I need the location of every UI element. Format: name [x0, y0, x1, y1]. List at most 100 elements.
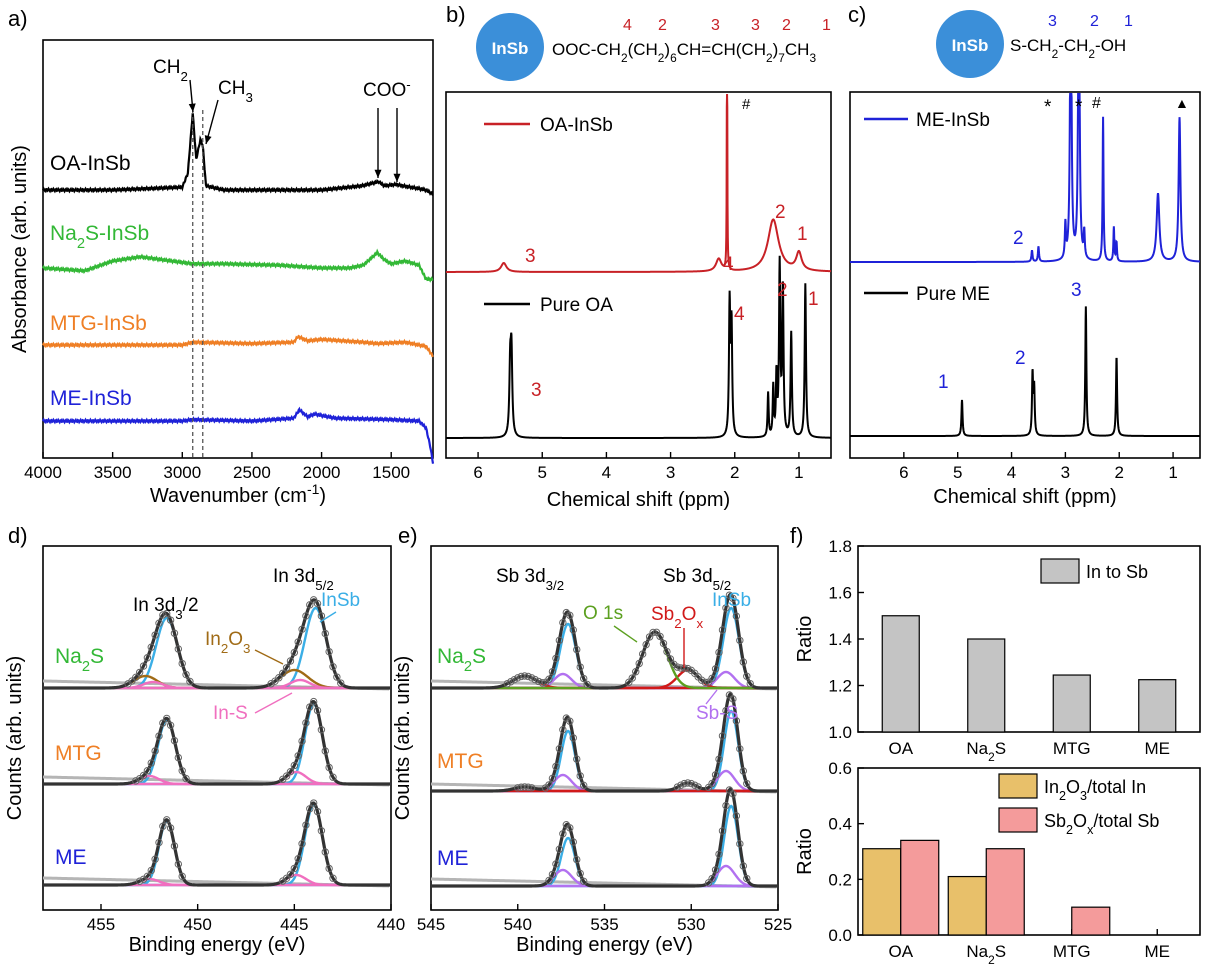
panel-e-data-point: [552, 860, 560, 868]
panel-d-fit-envelope: [43, 801, 391, 887]
panel-e-component-InSb: [431, 804, 778, 888]
panel-e-data-point: [514, 784, 522, 792]
panel-b-peak-number: 1: [797, 224, 808, 245]
panel-c-x-tick-label: 1: [1168, 463, 1177, 482]
panel-c-x-tick-label: 5: [953, 463, 962, 482]
panel-c-formula-number: 3: [1048, 13, 1057, 30]
panel-d-data-point: [313, 807, 322, 816]
panel-d-annotation-ins: In-S: [213, 703, 248, 724]
panel-f-bottom-y-tick-label: 0.6: [828, 759, 852, 778]
panel-d-data-point: [294, 638, 302, 646]
panel-d-data-point: [155, 619, 163, 627]
panel-e-data-point: [573, 645, 581, 654]
panel-f-bottom-bar: [862, 848, 902, 936]
panel-d-data-point: [174, 753, 183, 762]
panel-e-data-point: [569, 626, 577, 634]
panel-e-data-point: [736, 636, 744, 645]
panel-e-data-point: [659, 639, 668, 648]
panel-e-data-point: [718, 827, 727, 835]
panel-d-data-point: [337, 679, 345, 687]
panel-d-data-point: [286, 657, 295, 665]
panel-e-series-label: MTG: [437, 750, 484, 773]
panel-c-legend-label: Pure ME: [916, 284, 990, 305]
panel-e-data-point: [722, 706, 730, 715]
panel-e-data-point: [545, 781, 553, 789]
panel-e-data-point: [552, 762, 560, 771]
panel-e-data-point: [684, 779, 692, 787]
panel-d-data-point: [321, 747, 329, 755]
panel-d-annotation-insb: InSb: [321, 590, 360, 611]
panel-d-data-point: [143, 767, 152, 775]
panel-e-data-point: [555, 745, 564, 753]
panel-d-annotation-in3d32: In 3d3/2: [133, 595, 199, 622]
panel-d-data-point: [329, 874, 337, 882]
panel-f-top-bar: [1138, 679, 1177, 733]
panel-d-data-point: [182, 774, 190, 783]
panel-e-data-point: [656, 632, 664, 641]
panel-e-data-point: [510, 675, 518, 684]
panel-d-fit-envelope: [43, 700, 391, 786]
panel-d-data-point: [302, 612, 310, 620]
panel-c-formula: S-CH2-CH2-OH: [1010, 36, 1126, 61]
panel-f-top-x-tick-label: OA: [888, 739, 913, 758]
panel-b-peak-number: 3: [525, 246, 536, 267]
panel-e-data-point: [680, 779, 689, 788]
panel-f-top-legend-label: In to Sb: [1086, 562, 1148, 582]
panel-d-pointer: [254, 649, 284, 665]
panel-e-data-point: [732, 812, 741, 820]
panel-e-data-point: [573, 755, 581, 763]
panel-d-data-point: [143, 872, 152, 881]
panel-e-data-point: [708, 674, 716, 683]
panel-c-x-tick-label: 3: [1061, 463, 1070, 482]
panel-c-formula-number: 2: [1090, 13, 1099, 30]
panel-f-top-bar: [881, 615, 920, 733]
panel-d-data-point: [306, 703, 314, 711]
panel-e-data-point: [545, 876, 553, 885]
panel-a-series-Na2S-InSb: [42, 248, 434, 283]
panel-f-top-y-tick-label: 1.4: [828, 630, 852, 649]
panel-d-data-point: [147, 759, 155, 767]
panel-e-data-point: [718, 626, 727, 634]
panel-e-data-point: [576, 663, 584, 671]
panel-d-data-point: [333, 673, 341, 681]
panel-d-data-point: [290, 648, 299, 657]
panel-d-data-point: [143, 654, 152, 662]
panel-d-x-tick-label: 440: [377, 915, 405, 934]
panel-label-a: a): [8, 6, 28, 31]
panel-e-x-tick-label: 545: [417, 915, 445, 934]
panel-d-data-point: [286, 870, 295, 879]
panel-b-formula-number: 3: [711, 17, 720, 34]
panel-b-frame: [445, 91, 832, 459]
panel-e-data-point: [555, 636, 564, 645]
panel-d-data-point: [182, 670, 190, 679]
panel-e-data-point: [527, 784, 536, 792]
panel-d-data-point: [159, 822, 167, 830]
panel-b-series-OA-InSb: [446, 93, 832, 273]
panel-e-data-point: [520, 783, 529, 791]
panel-f-top-bar: [1052, 674, 1091, 733]
panel-label-f: f): [790, 523, 803, 548]
panel-e-data-point: [576, 772, 584, 780]
panel-a-arrow-head: [374, 169, 382, 178]
panel-e-data-point: [722, 604, 730, 612]
panel-c-legend-label: ME-InSb: [916, 110, 990, 131]
panel-d-data-point: [135, 877, 144, 885]
panel-b-peak-number: 1: [808, 289, 819, 310]
panel-e-data-point: [524, 672, 532, 681]
panel-c-series-Pure ME: [850, 306, 1200, 437]
panel-d-data-point: [155, 838, 163, 847]
panel-e-data-point: [531, 675, 539, 684]
panel-e-data-point: [559, 618, 567, 627]
panel-e-data-point: [722, 801, 730, 810]
panel-e-data-point: [732, 717, 741, 725]
panel-e-data-point: [732, 612, 741, 620]
panel-e-x-tick-label: 525: [764, 915, 792, 934]
panel-e-data-point: [579, 877, 588, 885]
panel-a-ylabel: Absorbance (arb. units): [9, 145, 31, 353]
panel-a-arrow-head: [204, 135, 212, 144]
panel-a-arrow-head: [393, 173, 401, 182]
panel-a-annotation-ch3: CH3: [218, 78, 253, 105]
panel-e-data-point: [534, 677, 543, 686]
panel-f-bottom-ylabel: Ratio: [794, 828, 816, 875]
panel-d-data-point: [302, 821, 310, 829]
